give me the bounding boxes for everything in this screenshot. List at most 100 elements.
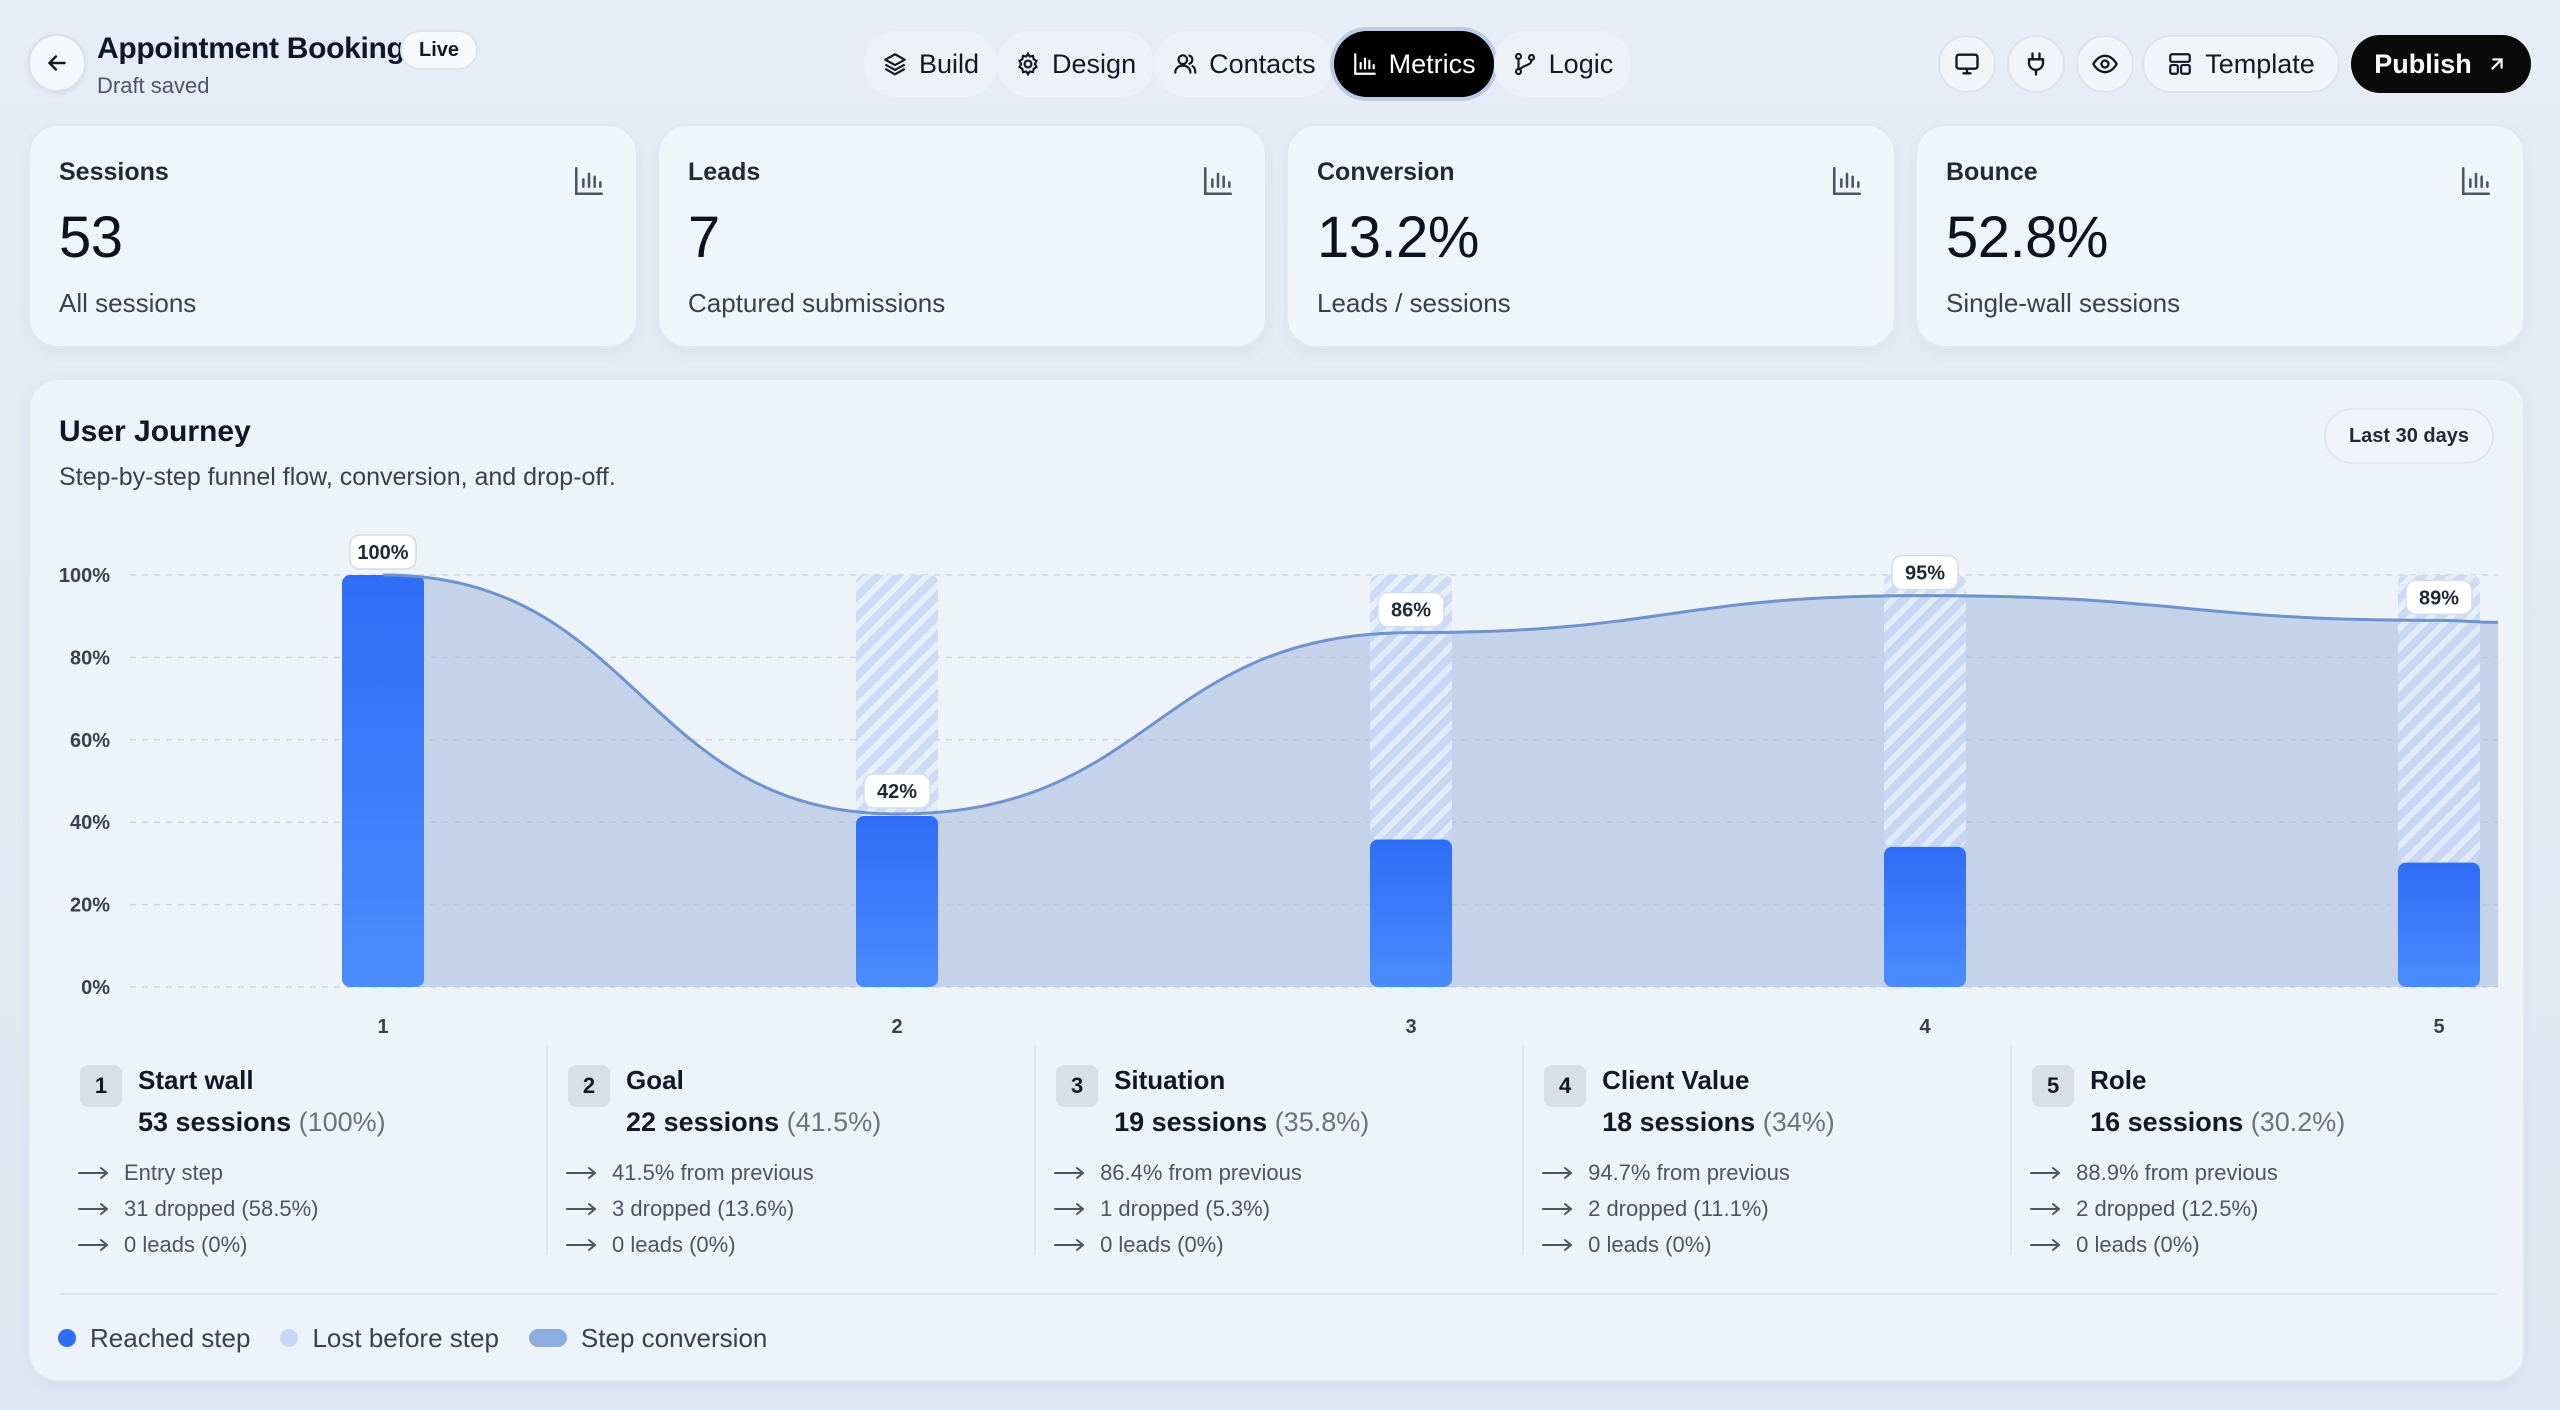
gear-icon bbox=[1018, 51, 1038, 77]
lost-bar[interactable] bbox=[2398, 575, 2480, 863]
tab-logic[interactable]: Logic bbox=[1493, 31, 1632, 97]
label-text: 95% bbox=[1905, 563, 1945, 585]
step-metric-text: 0 leads (0%) bbox=[124, 1232, 248, 1257]
arrow-up-right-icon bbox=[2491, 58, 2503, 70]
integrations-button[interactable] bbox=[2007, 35, 2065, 93]
date-range-button[interactable]: Last 30 days bbox=[2324, 408, 2494, 464]
step-summary-4: 4 Client Value 18 sessions (34%) 94.7% from… bbox=[1524, 1045, 2013, 1257]
legend-item-reached: Reached step bbox=[58, 1323, 250, 1354]
preview-button[interactable] bbox=[2076, 35, 2134, 93]
legend-swatch bbox=[528, 1329, 567, 1347]
arrow-right-icon bbox=[1542, 1167, 1573, 1179]
step-sessions: 18 sessions (34%) bbox=[1602, 1107, 1835, 1138]
top-bar: Appointment Booking Live Draft saved Bui… bbox=[0, 0, 2560, 118]
arrow-right-icon bbox=[78, 1167, 109, 1179]
arrow-right-icon bbox=[1542, 1239, 1573, 1251]
label-text: 89% bbox=[2419, 587, 2459, 609]
arrow-right-icon bbox=[78, 1203, 109, 1215]
step-metric-text: 88.9% from previous bbox=[2076, 1160, 2278, 1185]
step-metric-text: 41.5% from previous bbox=[612, 1160, 814, 1185]
y-tick-label: 100% bbox=[59, 565, 110, 587]
step-metric-line: 0 leads (0%) bbox=[78, 1232, 248, 1258]
step-metric-text: 1 dropped (5.3%) bbox=[1100, 1196, 1271, 1221]
back-button[interactable] bbox=[28, 34, 86, 92]
arrow-right-icon bbox=[78, 1239, 109, 1251]
label-text: 86% bbox=[1391, 600, 1431, 622]
lost-bar[interactable] bbox=[856, 575, 938, 817]
tab-design[interactable]: Design bbox=[997, 31, 1155, 97]
step-metric-line: 1 dropped (5.3%) bbox=[1054, 1196, 1270, 1222]
step-metric-line: 0 leads (0%) bbox=[1054, 1232, 1224, 1258]
step-metric-line: Entry step bbox=[78, 1160, 223, 1186]
x-tick-label: 3 bbox=[1405, 1016, 1416, 1038]
step-name: Goal bbox=[626, 1065, 684, 1095]
y-tick-label: 40% bbox=[70, 812, 110, 834]
tab-logic-label: Logic bbox=[1548, 48, 1614, 79]
main-tabs: Build Design Contacts Metrics Logic bbox=[864, 31, 1632, 97]
lost-bar[interactable] bbox=[1884, 575, 1966, 847]
step-metric-line: 0 leads (0%) bbox=[2030, 1232, 2200, 1258]
bar-chart-icon bbox=[1353, 53, 1376, 75]
conversion-label: 42% bbox=[863, 773, 931, 809]
conversion-label: 100% bbox=[349, 534, 417, 570]
arrow-right-icon bbox=[1054, 1167, 1085, 1179]
stat-card-bounce: Bounce 52.8% Single-wall sessions bbox=[1915, 124, 2525, 348]
monitor-icon bbox=[1955, 53, 1979, 75]
x-tick-label: 4 bbox=[1919, 1016, 1931, 1038]
bar-chart-icon bbox=[574, 166, 604, 196]
tab-contacts[interactable]: Contacts bbox=[1154, 31, 1334, 97]
bar-chart-icon bbox=[2461, 166, 2491, 196]
step-metric-line: 2 dropped (11.1%) bbox=[1542, 1196, 1769, 1222]
step-number: 5 bbox=[2032, 1065, 2075, 1107]
users-icon bbox=[1174, 54, 1197, 74]
template-button[interactable]: Template bbox=[2142, 35, 2340, 93]
arrow-right-icon bbox=[1054, 1239, 1085, 1251]
x-tick-label: 1 bbox=[377, 1016, 388, 1038]
label-pill bbox=[349, 534, 417, 570]
step-metric-text: 31 dropped (58.5%) bbox=[124, 1196, 319, 1221]
y-tick-label: 80% bbox=[70, 647, 110, 669]
tab-contacts-label: Contacts bbox=[1209, 48, 1316, 79]
label-text: 100% bbox=[357, 542, 408, 564]
step-metric-line: 88.9% from previous bbox=[2030, 1160, 2278, 1186]
x-tick-label: 5 bbox=[2433, 1016, 2444, 1038]
step-session-count: 19 sessions bbox=[1114, 1107, 1268, 1137]
arrow-right-icon bbox=[566, 1203, 597, 1215]
conversion-label: 86% bbox=[1377, 591, 1445, 628]
page-title: Appointment Booking bbox=[97, 32, 405, 65]
reached-bar[interactable] bbox=[856, 816, 938, 987]
label-pill bbox=[1891, 554, 1959, 591]
tab-metrics[interactable]: Metrics bbox=[1333, 31, 1494, 97]
chart-legend: Reached step Lost before step Step conve… bbox=[58, 1320, 767, 1356]
reached-bar[interactable] bbox=[1884, 846, 1966, 987]
step-number: 3 bbox=[1056, 1065, 1099, 1107]
y-tick-label: 0% bbox=[81, 977, 110, 999]
reached-bar[interactable] bbox=[1370, 839, 1452, 987]
publish-button[interactable]: Publish bbox=[2351, 35, 2531, 93]
step-metric-text: 86.4% from previous bbox=[1100, 1160, 1302, 1185]
step-metric-line: 41.5% from previous bbox=[566, 1160, 814, 1186]
stat-label: Sessions bbox=[59, 158, 169, 186]
step-summary-2: 2 Goal 22 sessions (41.5%) 41.5% from previ… bbox=[548, 1045, 1037, 1257]
reached-bar[interactable] bbox=[342, 575, 424, 987]
legend-item-lost: Lost before step bbox=[280, 1322, 499, 1354]
tab-metrics-label: Metrics bbox=[1388, 48, 1476, 79]
step-session-percent: (30.2%) bbox=[2250, 1107, 2346, 1137]
step-metric-text: 2 dropped (11.1%) bbox=[1588, 1196, 1769, 1221]
arrow-left-icon bbox=[48, 55, 66, 71]
stat-label: Bounce bbox=[1946, 158, 2038, 186]
step-session-percent: (35.8%) bbox=[1274, 1107, 1370, 1137]
stat-caption: Leads / sessions bbox=[1317, 288, 1511, 318]
lost-bar[interactable] bbox=[1370, 575, 1452, 840]
step-number: 4 bbox=[1544, 1065, 1587, 1107]
template-button-label: Template bbox=[2205, 48, 2315, 79]
bar-chart-icon bbox=[1203, 166, 1233, 196]
stat-caption: Single-wall sessions bbox=[1946, 288, 2181, 318]
reached-bar[interactable] bbox=[2398, 862, 2480, 987]
y-tick-label: 60% bbox=[70, 730, 110, 752]
step-number: 2 bbox=[568, 1065, 611, 1107]
tab-build[interactable]: Build bbox=[864, 31, 998, 97]
legend-label: Lost before step bbox=[312, 1322, 499, 1353]
arrow-right-icon bbox=[2030, 1239, 2061, 1251]
desktop-preview-button[interactable] bbox=[1938, 35, 1996, 93]
